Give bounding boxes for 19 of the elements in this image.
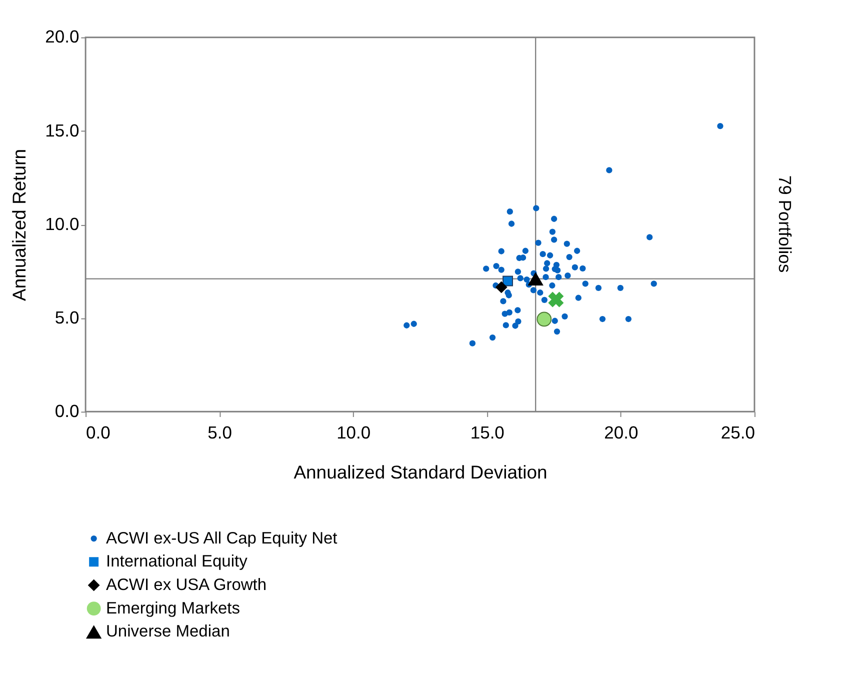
- legend-label: Universe Median: [106, 622, 230, 641]
- y-tick-label: 5.0: [54, 307, 80, 328]
- x-tick-label: 5.0: [208, 422, 232, 442]
- legend-label: International Equity: [106, 552, 248, 571]
- y-tick-label: 20.0: [45, 26, 80, 47]
- y-tick-label: 15.0: [45, 120, 80, 140]
- y-tick-label: 10.0: [45, 214, 80, 234]
- x-tick-label: 20.0: [604, 422, 638, 442]
- x-tick-label: 0.0: [86, 422, 111, 442]
- x-axis-title: Annualized Standard Deviation: [294, 461, 548, 482]
- x-tick-label: 10.0: [336, 422, 371, 442]
- y-tick-label: 0.0: [54, 401, 80, 422]
- legend-label: Emerging Markets: [106, 598, 240, 618]
- x-tick-label: 25.0: [720, 422, 756, 442]
- y2-axis-title: 79 Portfolios: [774, 175, 795, 273]
- legend-label: ACWI ex-US All Cap Equity Net: [106, 528, 338, 548]
- x-tick-label: 15.0: [470, 422, 505, 442]
- y-axis-title: Annualized Return: [8, 149, 30, 301]
- legend-label: ACWI ex USA Growth: [106, 575, 267, 594]
